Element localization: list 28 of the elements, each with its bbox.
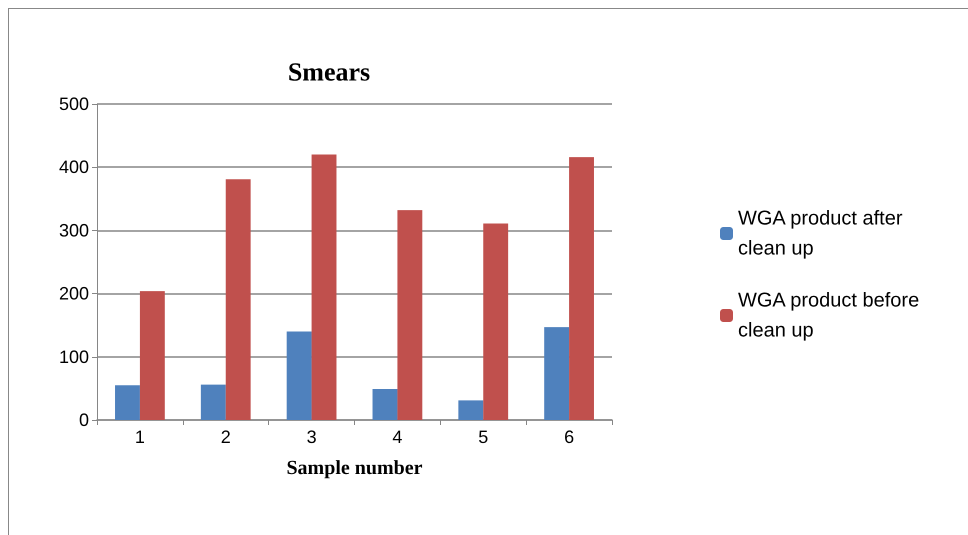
bar xyxy=(226,179,251,420)
bar xyxy=(140,291,165,420)
x-tick-label: 1 xyxy=(134,427,145,447)
y-tick-label: 400 xyxy=(58,157,89,178)
y-tick-label: 100 xyxy=(58,346,89,367)
bar xyxy=(397,210,422,420)
x-axis-title: Sample number xyxy=(286,457,423,479)
y-tick-label: 500 xyxy=(58,94,89,114)
bar xyxy=(115,385,140,420)
bar xyxy=(312,154,336,420)
y-tick-label: 200 xyxy=(58,284,89,304)
y-tick-label: 300 xyxy=(58,220,89,240)
y-tick-label: 0 xyxy=(78,410,89,430)
x-tick-label: 4 xyxy=(392,427,402,447)
x-tick-label: 2 xyxy=(220,427,231,447)
legend-label: WGA product before clean up xyxy=(738,290,925,342)
bar xyxy=(544,327,570,420)
bar xyxy=(372,389,398,420)
x-tick-label: 3 xyxy=(306,427,317,447)
x-tick-label: 6 xyxy=(564,427,574,447)
bar xyxy=(483,223,508,420)
bar xyxy=(286,332,312,420)
bar xyxy=(458,400,484,420)
bar xyxy=(569,157,594,420)
bar xyxy=(200,384,226,420)
chart-title: Smears xyxy=(288,58,370,86)
legend-label: WGA product after clean up xyxy=(738,208,908,260)
x-tick-label: 5 xyxy=(478,427,488,447)
